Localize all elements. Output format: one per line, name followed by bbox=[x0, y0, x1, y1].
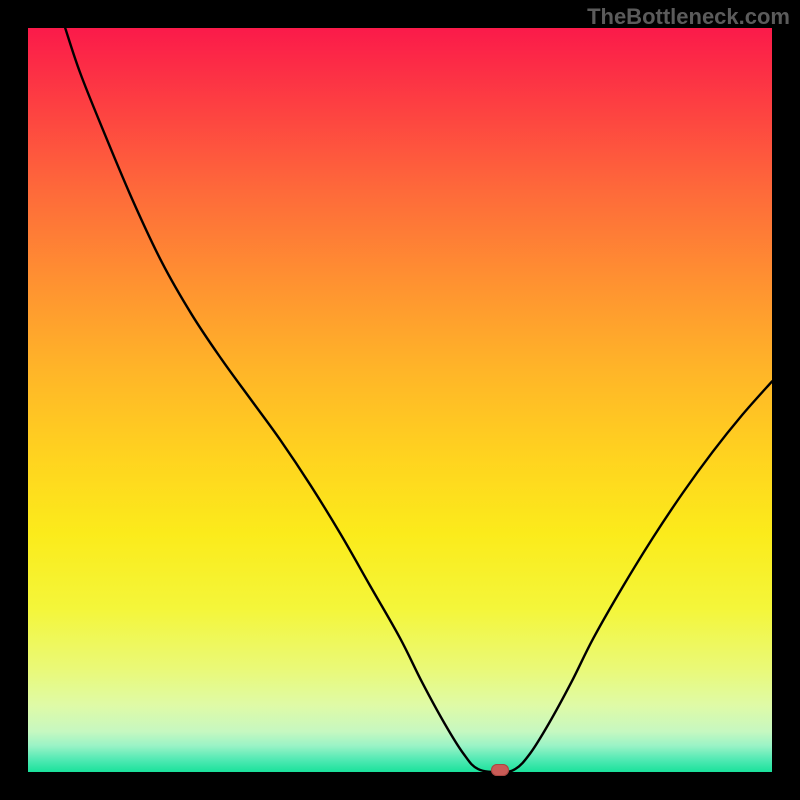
optimal-point-marker bbox=[491, 764, 509, 776]
plot-area bbox=[28, 28, 772, 772]
curve-path bbox=[65, 28, 772, 772]
bottleneck-curve bbox=[28, 28, 772, 772]
stage: TheBottleneck.com bbox=[0, 0, 800, 800]
watermark-text: TheBottleneck.com bbox=[587, 4, 790, 30]
